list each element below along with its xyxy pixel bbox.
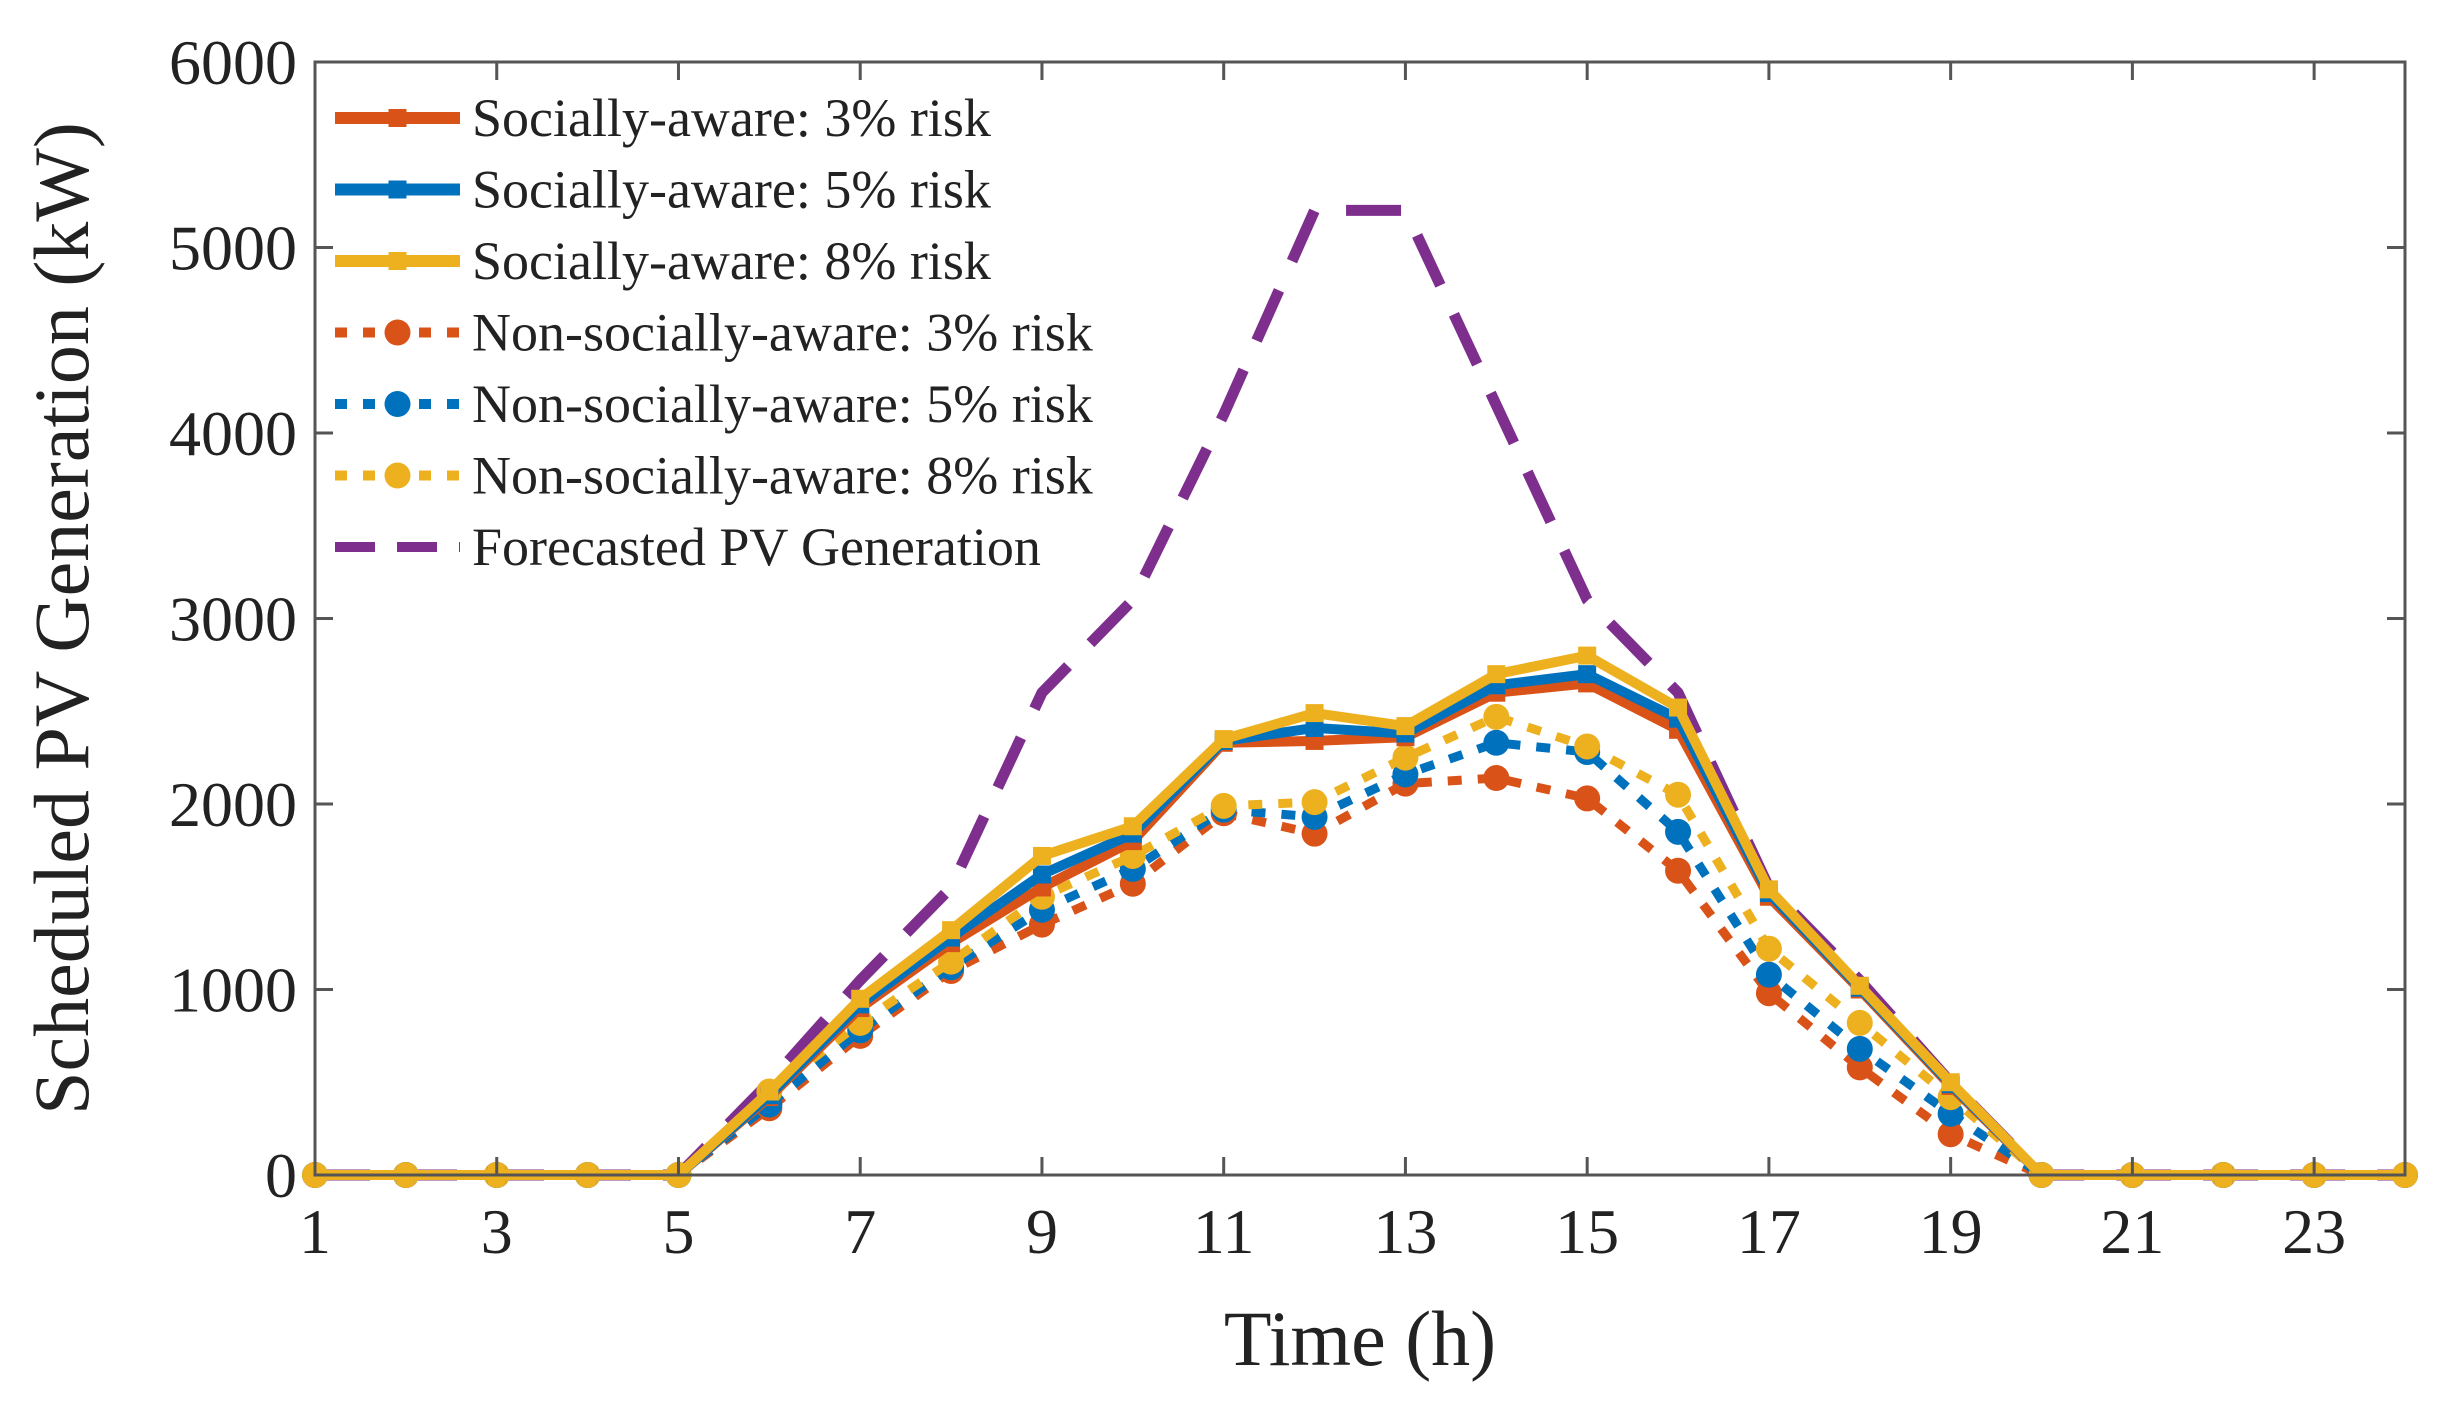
- legend-entry: Socially-aware: 5% risk: [335, 160, 991, 220]
- legend-marker: [384, 391, 411, 417]
- series-line: [315, 678, 2405, 1180]
- x-tick-label: 11: [1193, 1196, 1255, 1267]
- legend-marker: [388, 180, 407, 199]
- x-tick-label: 3: [481, 1196, 513, 1267]
- y-tick-label: 2000: [169, 769, 297, 840]
- x-tick-label: 1: [299, 1196, 331, 1267]
- data-point: [1578, 646, 1597, 665]
- legend-label: Non-socially-aware: 3% risk: [472, 303, 1093, 363]
- data-point: [1755, 961, 1782, 988]
- data-point: [1665, 857, 1692, 884]
- legend: Socially-aware: 3% risk Socially-aware: 5…: [335, 88, 1093, 577]
- data-point: [1483, 703, 1510, 730]
- legend-marker: [388, 252, 407, 270]
- data-point: [1032, 846, 1051, 865]
- y-axis-title: Scheduled PV Generation (kW): [18, 122, 105, 1115]
- legend-label: Socially-aware: 5% risk: [472, 160, 991, 220]
- series-3: [302, 765, 2418, 1188]
- data-point: [1305, 704, 1324, 723]
- series-line: [315, 712, 2405, 1180]
- data-point: [1305, 718, 1324, 737]
- data-point: [1483, 765, 1510, 792]
- series-line: [315, 738, 2405, 1180]
- legend-entry: Non-socially-aware: 3% risk: [335, 303, 1093, 363]
- x-tick-label: 21: [2100, 1196, 2164, 1267]
- y-tick-label: 4000: [169, 398, 297, 469]
- x-tick-label: 19: [1919, 1196, 1983, 1267]
- data-point: [1755, 980, 1782, 1007]
- legend-entry: Non-socially-aware: 5% risk: [335, 374, 1093, 434]
- data-point: [1669, 698, 1688, 717]
- legend-marker: [384, 319, 411, 346]
- legend-entry: Socially-aware: 8% risk: [335, 231, 991, 291]
- data-point: [1846, 1054, 1873, 1081]
- data-point: [1846, 1035, 1873, 1062]
- legend-entry: Non-socially-aware: 8% risk: [335, 446, 1093, 506]
- y-tick-label: 0: [265, 1140, 297, 1211]
- series-4: [302, 729, 2418, 1188]
- series-line: [315, 773, 2405, 1180]
- y-tick-label: 5000: [169, 213, 297, 284]
- series-0: [306, 674, 2414, 1184]
- data-point: [1392, 744, 1419, 771]
- data-point: [1941, 1073, 1960, 1092]
- data-point: [1574, 733, 1601, 760]
- data-point: [1483, 729, 1510, 756]
- data-point: [1214, 730, 1233, 749]
- y-tick-label: 3000: [169, 584, 297, 655]
- data-point: [760, 1082, 779, 1101]
- x-tick-label: 9: [1026, 1196, 1058, 1267]
- legend-label: Socially-aware: 3% risk: [472, 88, 991, 148]
- data-point: [1574, 785, 1601, 812]
- axis-layer: 1 3 5 7 9 11 13 15 17 19 21 23010002000300040005000…: [169, 27, 2405, 1267]
- data-point: [1487, 665, 1506, 684]
- x-tick-label: 13: [1373, 1196, 1437, 1267]
- data-point: [1578, 665, 1597, 684]
- y-tick-label: 6000: [169, 27, 297, 98]
- data-point: [1032, 865, 1051, 884]
- data-point: [1937, 1121, 1964, 1148]
- x-tick-label: 17: [1737, 1196, 1801, 1267]
- x-tick-label: 5: [662, 1196, 694, 1267]
- legend-label: Non-socially-aware: 8% risk: [472, 446, 1093, 506]
- data-point: [1759, 880, 1778, 899]
- data-point: [942, 921, 961, 940]
- legend-label: Forecasted PV Generation: [472, 517, 1041, 577]
- data-point: [851, 989, 870, 1008]
- data-point: [1301, 789, 1328, 816]
- x-tick-label: 15: [1555, 1196, 1619, 1267]
- data-point: [1665, 781, 1692, 808]
- legend-label: Non-socially-aware: 5% risk: [472, 374, 1093, 434]
- legend-entry: Socially-aware: 3% risk: [335, 88, 991, 148]
- data-point: [1846, 1009, 1873, 1036]
- data-point: [1396, 717, 1415, 736]
- legend-entry: Forecasted PV Generation: [335, 517, 1041, 577]
- data-point: [1123, 817, 1142, 836]
- data-point: [1665, 818, 1692, 845]
- legend-marker: [384, 462, 411, 489]
- data-point: [1755, 935, 1782, 962]
- x-tick-label: 23: [2282, 1196, 2346, 1267]
- x-axis-title: Time (h): [1224, 1295, 1496, 1382]
- series-line: [315, 669, 2405, 1180]
- plot-frame: [313, 60, 2407, 1177]
- y-tick-label: 1000: [169, 955, 297, 1026]
- x-tick-label: 7: [844, 1196, 876, 1267]
- data-point: [1210, 792, 1237, 819]
- series-5: [302, 703, 2418, 1188]
- data-point: [1850, 976, 1869, 995]
- legend-marker: [388, 109, 407, 127]
- data-point: [938, 948, 965, 975]
- legend-label: Socially-aware: 8% risk: [472, 231, 991, 291]
